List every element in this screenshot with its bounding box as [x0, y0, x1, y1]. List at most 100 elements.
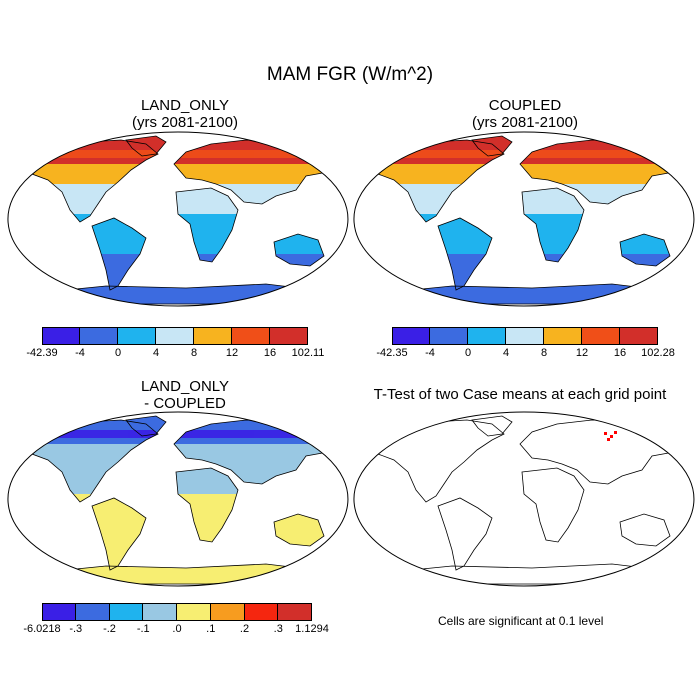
- land-only-title-line2: (yrs 2081-2100): [132, 114, 238, 131]
- map-land-only: [7, 131, 349, 307]
- colorbar-tick-label: 4: [152, 347, 160, 359]
- colorbar-swatch: [210, 603, 245, 621]
- colorbar-tick-label: -42.39: [26, 347, 58, 359]
- map-border: [7, 411, 349, 587]
- colorbar-swatch: [109, 603, 144, 621]
- colorbar-tick-label: .1: [206, 623, 216, 635]
- colorbar-coupled: [392, 327, 658, 345]
- land-only-title: LAND_ONLY (yrs 2081-2100): [60, 97, 310, 131]
- colorbar-tick-label: 0: [114, 347, 122, 359]
- colorbar-swatch: [80, 327, 118, 345]
- land-region-namerica: [24, 420, 158, 444]
- colorbar-swatch: [194, 327, 232, 345]
- colorbar-tick-label: 1.1294: [295, 623, 329, 635]
- colorbar-swatch: [42, 327, 80, 345]
- land-region-africa: [176, 468, 238, 494]
- colorbar-land-only: [42, 327, 308, 345]
- colorbar-swatch: [430, 327, 468, 345]
- land-region-africa: [522, 188, 584, 214]
- diff-title-line2: - COUPLED: [144, 395, 226, 412]
- colorbar-tick-label: -.3: [69, 623, 83, 635]
- colorbar-tick-label: 16: [613, 347, 627, 359]
- colorbar-tick-label: -.1: [136, 623, 150, 635]
- land-region-samerica: [92, 218, 146, 254]
- colorbar-diff-labels: -6.0218 -.3 -.2 -.1 .0 .1 .2 .3 1.1294: [23, 623, 328, 637]
- colorbar-tick-label: -4: [425, 347, 435, 359]
- colorbar-tick-label: 8: [540, 347, 548, 359]
- colorbar-coupled-labels: -42.35 -4 0 4 8 12 16 102.28: [376, 347, 674, 361]
- colorbar-swatch: [42, 603, 76, 621]
- coastline-australia: [619, 233, 671, 267]
- figure-title: MAM FGR (W/m^2): [266, 64, 434, 85]
- colorbar-swatch: [244, 603, 279, 621]
- colorbar-swatch: [118, 327, 156, 345]
- colorbar-tick-label: -6.0218: [23, 623, 61, 635]
- significant-cell: [614, 431, 617, 434]
- significance-note: Cells are significant at 0.1 level: [438, 614, 604, 628]
- land-region-namerica: [24, 164, 158, 184]
- significant-cell: [610, 435, 613, 438]
- coupled-title-line1: COUPLED: [488, 97, 562, 114]
- coupled-title-line2: (yrs 2081-2100): [472, 114, 578, 131]
- map-border: [353, 411, 695, 587]
- land-region-namerica: [24, 444, 158, 464]
- coastline-namerica: [23, 139, 159, 223]
- coastline-africa: [521, 187, 585, 263]
- colorbar-swatch: [177, 603, 211, 621]
- coastline-australia: [273, 233, 325, 267]
- coastline-africa: [175, 467, 239, 543]
- land-region-australia: [274, 514, 324, 534]
- coastline-greenland: [471, 415, 513, 437]
- land-region-namerica: [24, 140, 158, 164]
- land-region-africa: [176, 188, 238, 214]
- coastline-namerica: [23, 419, 159, 503]
- coastline-africa: [521, 467, 585, 543]
- coastline-australia: [273, 513, 325, 547]
- coastline-greenland: [125, 415, 167, 437]
- colorbar-tick-label: 102.11: [291, 347, 325, 359]
- colorbar-swatch: [75, 603, 110, 621]
- colorbar-tick-label: .3: [273, 623, 283, 635]
- map-ttest: [353, 411, 695, 587]
- coastline-namerica: [369, 139, 505, 223]
- diff-title-line1: LAND_ONLY: [140, 378, 230, 395]
- colorbar-tick-label: 8: [190, 347, 198, 359]
- colorbar-swatch: [392, 327, 430, 345]
- colorbar-tick-label: 12: [575, 347, 589, 359]
- colorbar-tick-label: 16: [263, 347, 277, 359]
- significant-cell: [604, 432, 607, 435]
- coupled-title: COUPLED (yrs 2081-2100): [400, 97, 650, 131]
- coastline-samerica: [437, 497, 493, 571]
- coastline-greenland: [471, 135, 513, 157]
- land-region-australia: [274, 254, 324, 266]
- land-region-eurasia: [174, 444, 340, 464]
- colorbar-tick-label: 4: [502, 347, 510, 359]
- colorbar-tick-label: 0: [464, 347, 472, 359]
- land-region-africa: [176, 214, 238, 254]
- colorbar-tick-label: 12: [225, 347, 239, 359]
- map-diff: [7, 411, 349, 587]
- coastline-eurasia: [173, 419, 341, 485]
- coastline-samerica: [437, 217, 493, 291]
- coastline-eurasia: [173, 139, 341, 205]
- diff-title: LAND_ONLY - COUPLED: [60, 378, 310, 412]
- land-region-eurasia: [174, 164, 340, 184]
- coastline-australia: [619, 513, 671, 547]
- colorbar-swatch: [468, 327, 506, 345]
- colorbar-tick-label: .2: [239, 623, 250, 635]
- land-region-africa: [522, 214, 584, 254]
- colorbar-swatch: [278, 603, 312, 621]
- land-region-africa: [176, 494, 238, 534]
- coastline-samerica: [91, 497, 147, 571]
- colorbar-swatch: [506, 327, 544, 345]
- land-region-australia: [620, 234, 670, 254]
- colorbar-swatch: [582, 327, 620, 345]
- colorbar-diff: [42, 603, 312, 621]
- map-coupled: [353, 131, 695, 307]
- map-border: [353, 131, 695, 307]
- land-region-samerica: [438, 218, 492, 254]
- colorbar-tick-label: -4: [75, 347, 85, 359]
- colorbar-land-only-labels: -42.39 -4 0 4 8 12 16 102.11: [26, 347, 324, 361]
- map-border: [7, 131, 349, 307]
- colorbar-tick-label: 102.28: [641, 347, 675, 359]
